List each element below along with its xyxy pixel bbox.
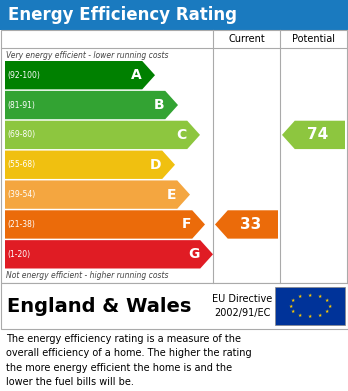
Text: 74: 74 — [307, 127, 328, 142]
Polygon shape — [5, 180, 190, 209]
Text: ★: ★ — [325, 309, 329, 314]
Text: ★: ★ — [318, 294, 322, 299]
Text: Current: Current — [228, 34, 265, 44]
Text: D: D — [150, 158, 161, 172]
Text: The energy efficiency rating is a measure of the
overall efficiency of a home. T: The energy efficiency rating is a measur… — [6, 334, 252, 387]
Bar — [0, 283, 348, 329]
Text: ★: ★ — [298, 313, 302, 318]
Text: Energy Efficiency Rating: Energy Efficiency Rating — [8, 6, 237, 24]
Polygon shape — [5, 61, 155, 90]
Bar — [0, 30, 348, 283]
Text: Potential: Potential — [292, 34, 335, 44]
Text: E: E — [167, 188, 176, 202]
Text: (81-91): (81-91) — [7, 100, 35, 109]
Text: G: G — [188, 248, 199, 261]
Text: Not energy efficient - higher running costs: Not energy efficient - higher running co… — [6, 271, 168, 280]
Text: ★: ★ — [298, 294, 302, 299]
Text: Very energy efficient - lower running costs: Very energy efficient - lower running co… — [6, 51, 168, 60]
Bar — [275, 287, 345, 325]
Polygon shape — [5, 240, 213, 269]
Text: (55-68): (55-68) — [7, 160, 35, 169]
Polygon shape — [215, 210, 278, 239]
Polygon shape — [282, 121, 345, 149]
Polygon shape — [5, 91, 178, 119]
Text: 33: 33 — [240, 217, 261, 232]
Text: ★: ★ — [291, 298, 295, 303]
Text: EU Directive
2002/91/EC: EU Directive 2002/91/EC — [212, 294, 272, 317]
Text: C: C — [176, 128, 186, 142]
Text: ★: ★ — [318, 313, 322, 318]
Text: ★: ★ — [291, 309, 295, 314]
Text: England & Wales: England & Wales — [7, 296, 191, 316]
Text: (92-100): (92-100) — [7, 71, 40, 80]
Text: (1-20): (1-20) — [7, 250, 30, 259]
Polygon shape — [5, 121, 200, 149]
Polygon shape — [5, 151, 175, 179]
Text: (69-80): (69-80) — [7, 130, 35, 140]
Text: ★: ★ — [288, 303, 293, 308]
Text: (21-38): (21-38) — [7, 220, 35, 229]
Text: B: B — [153, 98, 164, 112]
Text: (39-54): (39-54) — [7, 190, 35, 199]
Text: F: F — [182, 217, 191, 231]
Bar — [0, 0, 348, 30]
Text: ★: ★ — [308, 314, 312, 319]
Text: ★: ★ — [325, 298, 329, 303]
Text: ★: ★ — [327, 303, 332, 308]
Polygon shape — [5, 210, 205, 239]
Text: A: A — [130, 68, 141, 82]
Text: ★: ★ — [308, 293, 312, 298]
